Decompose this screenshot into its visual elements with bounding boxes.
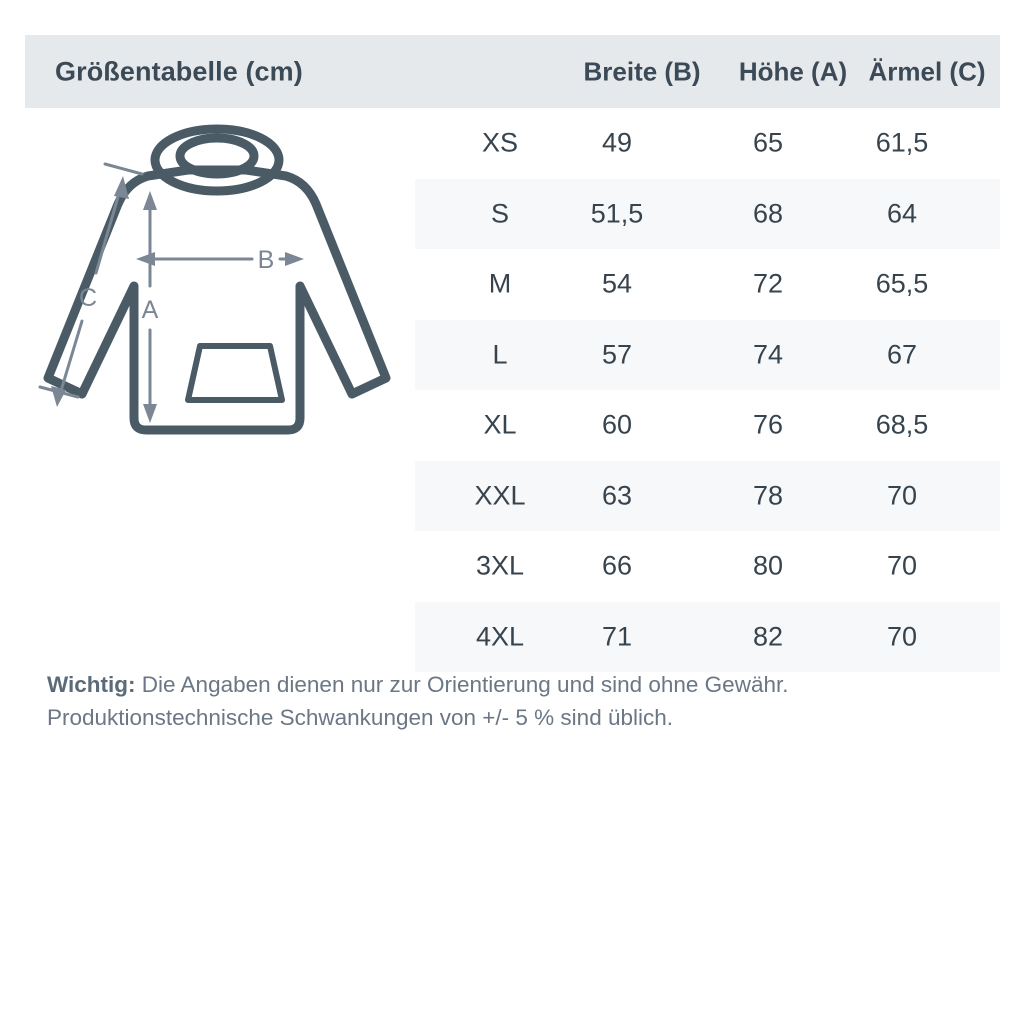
cell-breite: 54: [601, 268, 633, 299]
hoodie-outline-icon: [43, 124, 391, 435]
hood-inner-ellipse: [175, 133, 259, 179]
cell-breite: 49: [601, 127, 633, 158]
hoodie-body-path: [43, 165, 391, 435]
table-row: XS 49 65 61,5: [415, 108, 1000, 179]
cell-aermel: 65,5: [875, 268, 929, 299]
cell-aermel: 70: [886, 480, 918, 511]
cell-aermel: 70: [886, 621, 918, 652]
cell-size: 3XL: [475, 550, 525, 581]
cell-hoehe: 68: [752, 198, 784, 229]
page-title: Größentabelle (cm): [55, 56, 303, 86]
table-row: L 57 74 67: [415, 319, 1000, 390]
dimension-label-a: A: [142, 296, 159, 324]
dimension-label-b: B: [258, 246, 275, 274]
cell-breite: 51,5: [590, 198, 644, 229]
dimension-arrow-a: [143, 191, 157, 423]
cell-hoehe: 74: [752, 339, 784, 370]
cell-aermel: 64: [886, 198, 918, 229]
cell-size: S: [490, 198, 510, 229]
cell-hoehe: 78: [752, 480, 784, 511]
dimension-arrow-c: [38, 162, 144, 407]
table-row: 3XL 66 80 70: [415, 531, 1000, 602]
cell-aermel: 61,5: [875, 127, 929, 158]
cell-size: XXL: [474, 480, 526, 511]
table-row: XXL 63 78 70: [415, 460, 1000, 531]
hoodie-illustration: A B: [30, 118, 415, 463]
cell-breite: 60: [601, 409, 633, 440]
footnote-lead: Wichtig:: [47, 672, 136, 697]
footnote-line-1: Die Angaben dienen nur zur Orientierung …: [135, 672, 789, 697]
table-row: S 51,5 68 64: [415, 178, 1000, 249]
table-header-band: Größentabelle (cm) Breite (B) Höhe (A) Ä…: [25, 35, 1000, 108]
footnote: Wichtig: Die Angaben dienen nur zur Orie…: [47, 668, 987, 734]
column-header-hoehe: Höhe (A): [738, 56, 848, 86]
cell-aermel: 70: [886, 550, 918, 581]
cell-size: XS: [481, 127, 519, 158]
cell-breite: 63: [601, 480, 633, 511]
kangaroo-pocket-path: [185, 343, 285, 403]
cell-breite: 66: [601, 550, 633, 581]
table-row: XL 60 76 68,5: [415, 390, 1000, 461]
cell-size: M: [488, 268, 512, 299]
cell-aermel: 68,5: [875, 409, 929, 440]
cell-hoehe: 72: [752, 268, 784, 299]
table-row: 4XL 71 82 70: [415, 601, 1000, 672]
size-table-body: XS 49 65 61,5 S 51,5 68 64 M 54 72 65,5 …: [415, 108, 1000, 672]
hood-outer-ellipse: [150, 124, 284, 196]
column-header-group: Breite (B) Höhe (A) Ärmel (C): [440, 35, 1024, 108]
footnote-line-2: Produktionstechnische Schwankungen von +…: [47, 705, 674, 730]
cell-hoehe: 65: [752, 127, 784, 158]
cell-hoehe: 80: [752, 550, 784, 581]
hoodie-diagram-svg: A B: [38, 124, 391, 435]
table-row: M 54 72 65,5: [415, 249, 1000, 320]
cell-size: 4XL: [475, 621, 525, 652]
column-header-breite: Breite (B): [583, 56, 701, 86]
column-header-aermel: Ärmel (C): [868, 56, 986, 86]
cell-breite: 57: [601, 339, 633, 370]
cell-size: XL: [483, 409, 517, 440]
cell-size: L: [492, 339, 508, 370]
cell-hoehe: 82: [752, 621, 784, 652]
cell-aermel: 67: [886, 339, 918, 370]
dimension-arrow-b: [136, 252, 304, 266]
dimension-label-c: C: [79, 284, 97, 312]
cell-hoehe: 76: [752, 409, 784, 440]
cell-breite: 71: [601, 621, 633, 652]
